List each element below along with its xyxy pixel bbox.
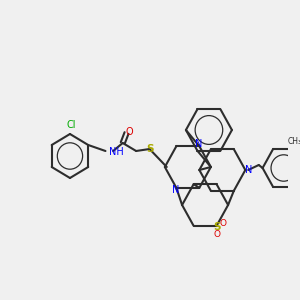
- Text: O: O: [126, 127, 133, 137]
- Text: O: O: [220, 219, 227, 228]
- Text: N: N: [195, 139, 202, 149]
- Text: O: O: [213, 230, 220, 239]
- Text: N: N: [245, 165, 253, 175]
- Text: NH: NH: [109, 147, 124, 157]
- Text: CH₃: CH₃: [287, 137, 300, 146]
- Text: N: N: [172, 185, 179, 195]
- Text: S: S: [213, 222, 220, 232]
- Text: S: S: [146, 144, 153, 154]
- Text: Cl: Cl: [66, 120, 76, 130]
